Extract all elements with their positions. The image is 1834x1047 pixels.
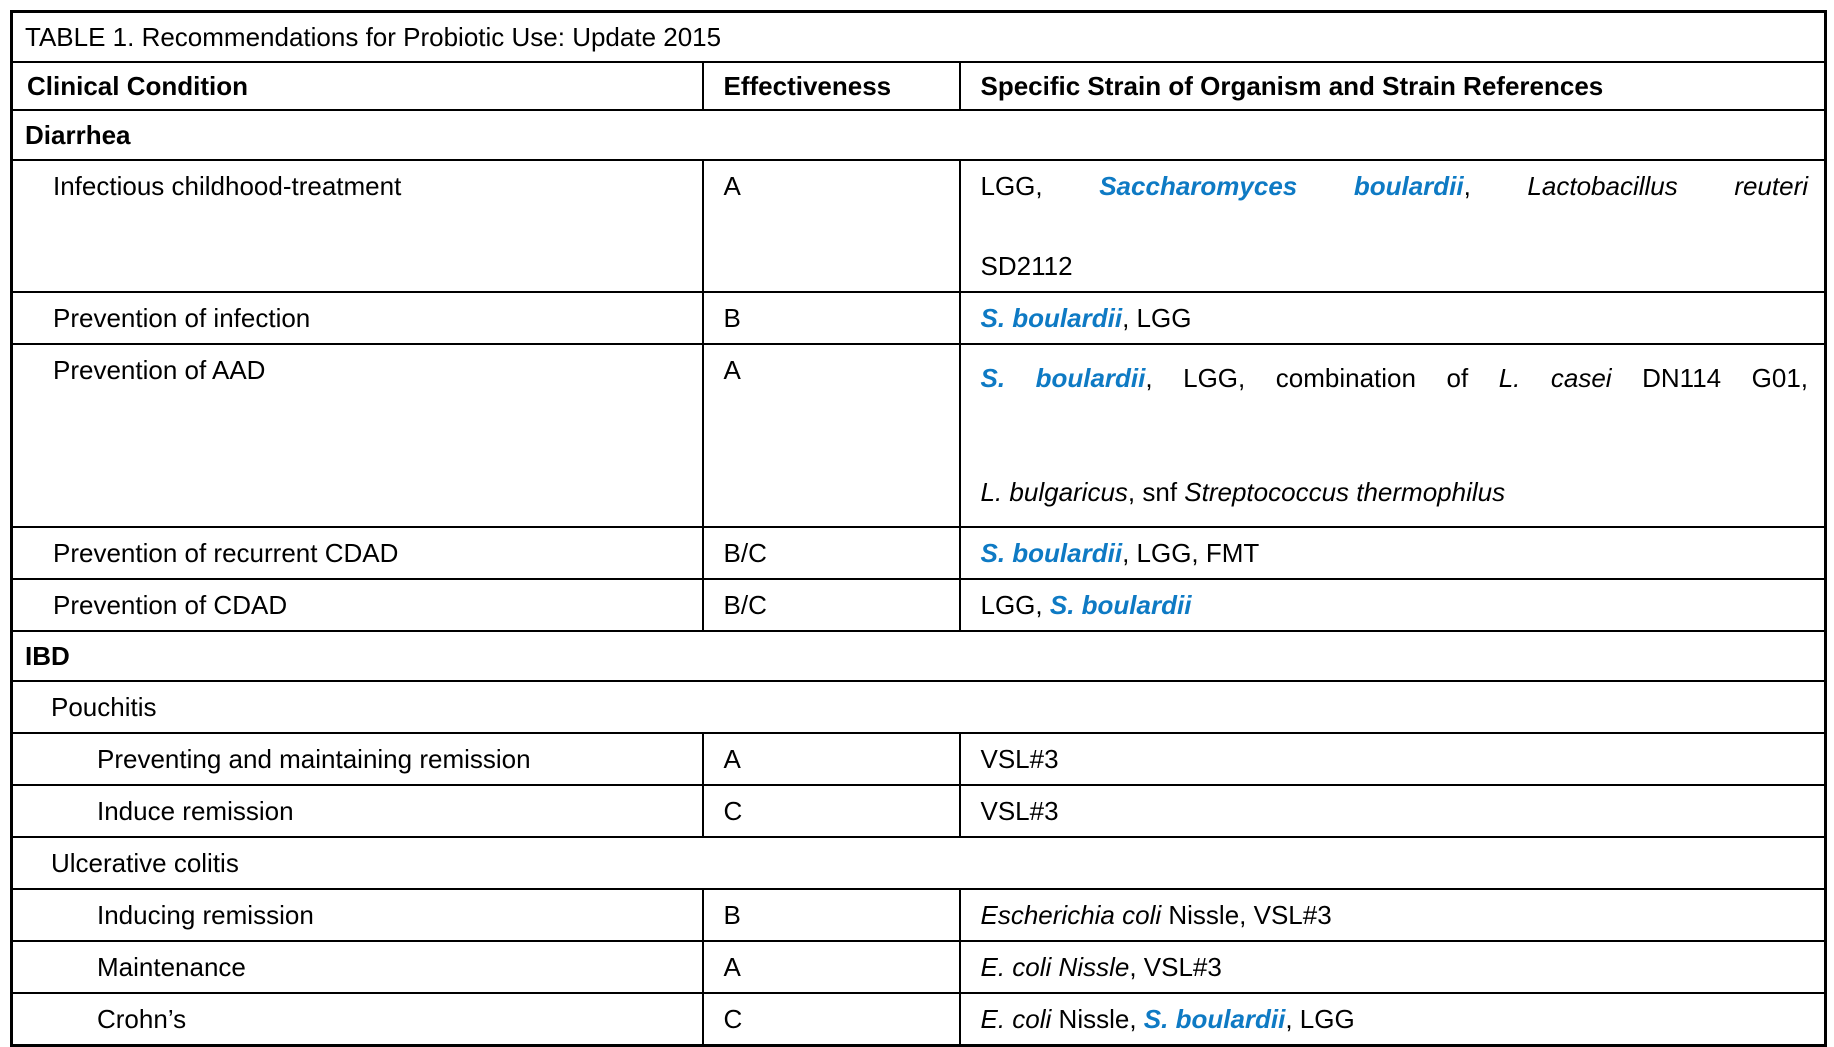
table-title: TABLE 1. Recommendations for Probiotic U… bbox=[10, 10, 1827, 63]
section-header-cell: IBD bbox=[10, 630, 1827, 682]
effectiveness-cell: A bbox=[701, 343, 961, 528]
col-header-strain-references: Specific Strain of Organism and Strain R… bbox=[958, 61, 1827, 111]
col-header-clinical-condition: Clinical Condition bbox=[10, 61, 704, 111]
table-row: Induce remission C VSL#3 bbox=[10, 784, 1827, 838]
condition-cell: Maintenance bbox=[10, 940, 704, 994]
table-frame: TABLE 1. Recommendations for Probiotic U… bbox=[10, 10, 1828, 1047]
table-row: Prevention of infection B S. boulardii, LG… bbox=[10, 291, 1827, 345]
strain-segment: , LGG, FMT bbox=[1122, 538, 1260, 568]
table-row: Pouchitis bbox=[10, 680, 1827, 734]
strain-segment: S. boulardii bbox=[1049, 590, 1192, 620]
strain-segment: Nissle, VSL#3 bbox=[1161, 900, 1332, 930]
strain-segment: , LGG bbox=[1122, 303, 1192, 333]
effectiveness-cell: B/C bbox=[701, 578, 961, 632]
table-row: IBD bbox=[10, 630, 1827, 682]
strains-cell: VSL#3 bbox=[958, 732, 1827, 786]
strain-segment: S. boulardii bbox=[1143, 1004, 1286, 1034]
table-body: TABLE 1. Recommendations for Probiotic U… bbox=[10, 10, 1827, 1047]
probiotic-table: TABLE 1. Recommendations for Probiotic U… bbox=[10, 10, 1828, 1047]
strain-segment: DN114 G01, bbox=[1611, 363, 1809, 393]
strain-segment: , snf bbox=[1127, 477, 1185, 507]
strain-segment: , LGG, combination of bbox=[1145, 363, 1499, 393]
condition-cell: Prevention of infection bbox=[10, 291, 704, 345]
strain-segment: E. coli bbox=[980, 1004, 1052, 1034]
title-row: TABLE 1. Recommendations for Probiotic U… bbox=[10, 10, 1827, 63]
strain-segment: S. boulardii bbox=[980, 363, 1146, 393]
strains-cell: LGG, S. boulardii bbox=[958, 578, 1827, 632]
effectiveness-cell: A bbox=[701, 732, 961, 786]
table-row: Inducing remission B Escherichia coli Niss… bbox=[10, 888, 1827, 942]
strains-cell: E. coli Nissle, S. boulardii, LGG bbox=[958, 992, 1827, 1047]
subsection-header-cell: Ulcerative colitis bbox=[10, 836, 1827, 890]
strain-segment: E. coli Nissle bbox=[980, 952, 1130, 982]
condition-cell: Crohn’s bbox=[10, 992, 704, 1047]
strain-segment: , VSL#3 bbox=[1129, 952, 1222, 982]
strains-cell: S. boulardii, LGG, FMT bbox=[958, 526, 1827, 580]
table-row: Prevention of CDAD B/C LGG, S. boulardii bbox=[10, 578, 1827, 632]
condition-cell: Preventing and maintaining remission bbox=[10, 732, 704, 786]
effectiveness-cell: C bbox=[701, 784, 961, 838]
table-row: Ulcerative colitis bbox=[10, 836, 1827, 890]
strain-segment: L. casei bbox=[1498, 363, 1612, 393]
condition-cell: Prevention of recurrent CDAD bbox=[10, 526, 704, 580]
strains-cell: E. coli Nissle, VSL#3 bbox=[958, 940, 1827, 994]
col-header-effectiveness: Effectiveness bbox=[701, 61, 961, 111]
strain-segment: Nissle, bbox=[1051, 1004, 1144, 1034]
strain-segment: VSL#3 bbox=[980, 744, 1059, 774]
strains-cell: S. boulardii, LGG, combination of L. cas… bbox=[958, 343, 1827, 528]
condition-cell: Inducing remission bbox=[10, 888, 704, 942]
table-row: Preventing and maintaining remission A VSL… bbox=[10, 732, 1827, 786]
header-row: Clinical Condition Effectiveness Specifi… bbox=[10, 61, 1827, 111]
table-row: Prevention of recurrent CDAD B/C S. boular… bbox=[10, 526, 1827, 580]
condition-cell: Prevention of AAD bbox=[10, 343, 704, 528]
strain-segment: L. bulgaricus bbox=[980, 477, 1128, 507]
strain-segment: SD2112 bbox=[980, 251, 1073, 281]
effectiveness-cell: B bbox=[701, 291, 961, 345]
section-header-cell: Diarrhea bbox=[10, 109, 1827, 161]
strain-segment: VSL#3 bbox=[980, 796, 1059, 826]
subsection-header-cell: Pouchitis bbox=[10, 680, 1827, 734]
strains-cell: VSL#3 bbox=[958, 784, 1827, 838]
table-row: Crohn’s C E. coli Nissle, S. boulardii, LG… bbox=[10, 992, 1827, 1047]
strain-segment: , LGG bbox=[1285, 1004, 1355, 1034]
strain-segment: LGG, bbox=[980, 171, 1100, 201]
table-row: Maintenance A E. coli Nissle, VSL#3 bbox=[10, 940, 1827, 994]
effectiveness-cell: A bbox=[701, 940, 961, 994]
effectiveness-cell: A bbox=[701, 159, 961, 293]
table-row: Infectious childhood-treatment A LGG, Sacc… bbox=[10, 159, 1827, 293]
table-row: Prevention of AAD A S. boulardii, LGG, com… bbox=[10, 343, 1827, 528]
strain-segment: Streptococcus thermophilus bbox=[1184, 477, 1506, 507]
condition-cell: Induce remission bbox=[10, 784, 704, 838]
strains-cell: Escherichia coli Nissle, VSL#3 bbox=[958, 888, 1827, 942]
strain-segment: , bbox=[1463, 171, 1528, 201]
strain-segment: S. boulardii bbox=[980, 303, 1123, 333]
strains-cell: S. boulardii, LGG bbox=[958, 291, 1827, 345]
effectiveness-cell: B/C bbox=[701, 526, 961, 580]
table-row: Diarrhea bbox=[10, 109, 1827, 161]
strain-segment: LGG, bbox=[980, 590, 1050, 620]
strains-cell: LGG, Saccharomyces boulardii, Lactobacil… bbox=[958, 159, 1827, 293]
strain-segment: S. boulardii bbox=[980, 538, 1123, 568]
condition-cell: Infectious childhood-treatment bbox=[10, 159, 704, 293]
effectiveness-cell: B bbox=[701, 888, 961, 942]
effectiveness-cell: C bbox=[701, 992, 961, 1047]
condition-cell: Prevention of CDAD bbox=[10, 578, 704, 632]
strain-segment: Lactobacillus reuteri bbox=[1527, 171, 1809, 201]
strain-segment: Escherichia coli bbox=[980, 900, 1162, 930]
strain-segment: Saccharomyces boulardii bbox=[1099, 171, 1464, 201]
